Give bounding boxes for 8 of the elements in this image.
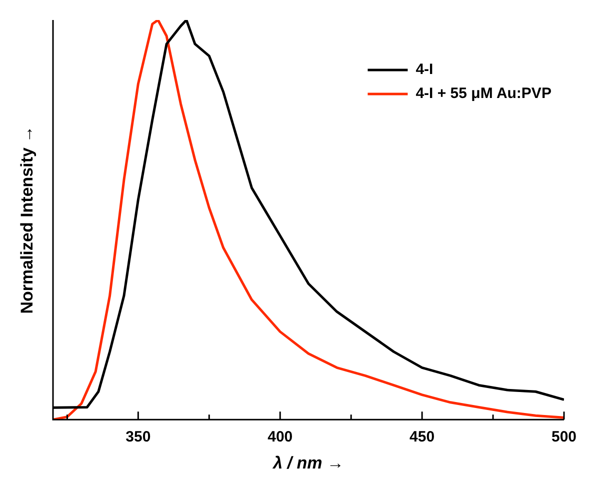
y-axis-title: Normalized Intensity →: [18, 126, 37, 314]
x-axis-title: λ / nm →: [272, 453, 344, 472]
x-tick-label: 400: [268, 428, 293, 446]
legend-label: 4-I + 55 μM Au:PVP: [416, 85, 552, 102]
legend-label: 4-I: [416, 61, 434, 78]
x-tick-label: 450: [410, 428, 435, 446]
x-tick-label: 500: [551, 428, 577, 446]
x-tick-label: 350: [126, 428, 151, 446]
